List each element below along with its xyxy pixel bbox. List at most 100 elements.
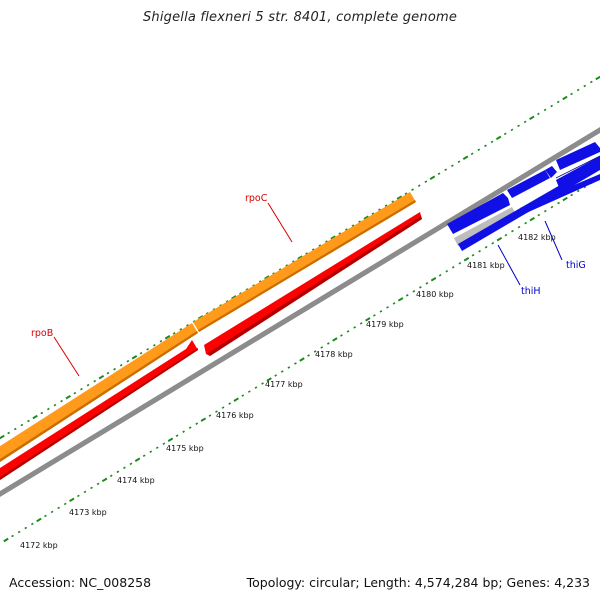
outer-tick-track <box>0 75 600 440</box>
inner-tick <box>504 233 508 237</box>
inner-tick <box>63 502 67 506</box>
gene-label-thiG: thiG <box>566 260 586 271</box>
map-labels: rpoB rpoC thiH thiG 4172 kbp 4173 kbp 41… <box>20 193 586 550</box>
inner-tick <box>167 437 174 442</box>
inner-tick <box>69 497 75 503</box>
inner-tick <box>76 494 80 498</box>
inner-tick <box>412 290 416 293</box>
outer-tick <box>93 379 97 383</box>
outer-tick <box>562 95 568 101</box>
outer-tick <box>424 180 428 183</box>
outer-tick <box>444 168 448 171</box>
outer-tick <box>330 235 336 240</box>
inner-tick <box>372 314 376 317</box>
outer-tick <box>40 411 44 415</box>
inner-tick <box>247 390 251 393</box>
gene-label-rpoB: rpoB <box>31 328 53 339</box>
inner-tick <box>386 306 389 309</box>
inner-tick <box>340 334 343 337</box>
scale-label: 4176 kbp <box>216 411 254 420</box>
outer-tick <box>126 359 130 363</box>
inner-tick <box>570 193 574 197</box>
outer-tick <box>252 284 256 287</box>
inner-tick <box>524 221 528 225</box>
inner-tick <box>36 517 42 523</box>
map-title: Shigella flexneri 5 str. 8401, complete … <box>142 10 458 25</box>
inner-tick <box>537 213 541 217</box>
outer-tick <box>417 184 421 187</box>
feature-blue-6[interactable] <box>520 174 600 214</box>
scale-label: 4177 kbp <box>265 380 303 389</box>
inner-tick <box>445 270 449 273</box>
inner-tick <box>430 277 437 282</box>
outer-tick <box>537 112 540 116</box>
inner-tick <box>419 286 422 289</box>
inner-tick <box>458 262 462 265</box>
outer-tick <box>291 260 295 263</box>
inner-tick <box>254 386 258 389</box>
inner-tick <box>188 426 192 429</box>
feature-red-2[interactable] <box>204 212 422 356</box>
feature-orange-2[interactable] <box>193 192 416 332</box>
outer-tick <box>146 348 150 351</box>
outer-tick <box>245 288 249 291</box>
inner-tick <box>134 457 141 462</box>
outer-tick <box>344 228 348 231</box>
thiH-leader <box>497 244 521 286</box>
outer-tick <box>0 434 5 440</box>
feature-blue-3[interactable] <box>545 166 557 178</box>
outer-tick <box>65 394 71 400</box>
inner-tick <box>496 236 503 242</box>
outer-tick <box>60 399 63 403</box>
scale-label: 4181 kbp <box>467 261 505 270</box>
outer-tick <box>13 427 17 431</box>
outer-tick <box>285 264 289 267</box>
outer-tick <box>411 188 414 191</box>
outer-tick <box>98 374 105 380</box>
outer-tick <box>119 363 123 367</box>
inner-tick <box>307 354 310 357</box>
inner-tick <box>3 537 9 543</box>
feature-grey-1[interactable] <box>454 207 516 246</box>
inner-tick <box>320 346 324 349</box>
inner-tick <box>365 317 371 322</box>
inner-tick <box>491 241 495 245</box>
outer-tick <box>139 352 143 355</box>
inner-tick <box>471 253 475 257</box>
inner-tick <box>83 490 87 494</box>
outer-tick <box>490 140 494 144</box>
inner-tick <box>221 406 225 409</box>
outer-tick <box>529 115 535 121</box>
gene-label-rpoC: rpoC <box>245 193 268 204</box>
outer-tick <box>318 244 322 247</box>
feature-blue-1[interactable] <box>447 193 510 234</box>
rpoC-leader <box>267 202 293 243</box>
feature-blue-6b[interactable] <box>556 156 600 190</box>
inner-tick <box>44 514 47 518</box>
outer-tick <box>113 367 116 371</box>
outer-tick <box>484 144 487 148</box>
inner-tick <box>463 257 470 262</box>
inner-tick <box>287 366 291 369</box>
outer-tick <box>450 164 454 167</box>
inner-tick <box>451 266 455 269</box>
outer-tick <box>351 224 355 227</box>
outer-tick <box>20 423 24 427</box>
scale-label: 4174 kbp <box>117 476 155 485</box>
accession-text: Accession: NC_008258 <box>9 575 152 590</box>
outer-tick <box>595 75 600 81</box>
scale-label: 4182 kbp <box>518 233 556 242</box>
scale-label: 4172 kbp <box>20 541 58 550</box>
inner-tick <box>529 216 535 222</box>
outer-tick <box>225 300 229 303</box>
inner-tick <box>241 394 245 397</box>
feature-blue-2[interactable] <box>507 170 550 198</box>
feature-blue-4[interactable] <box>556 142 600 170</box>
outer-tick <box>205 312 209 315</box>
scale-label: 4175 kbp <box>166 444 204 453</box>
inner-tick <box>96 482 100 486</box>
outer-tick <box>338 232 342 235</box>
inner-tick <box>50 510 54 514</box>
gene-features <box>0 127 600 497</box>
outer-tick <box>371 212 375 215</box>
